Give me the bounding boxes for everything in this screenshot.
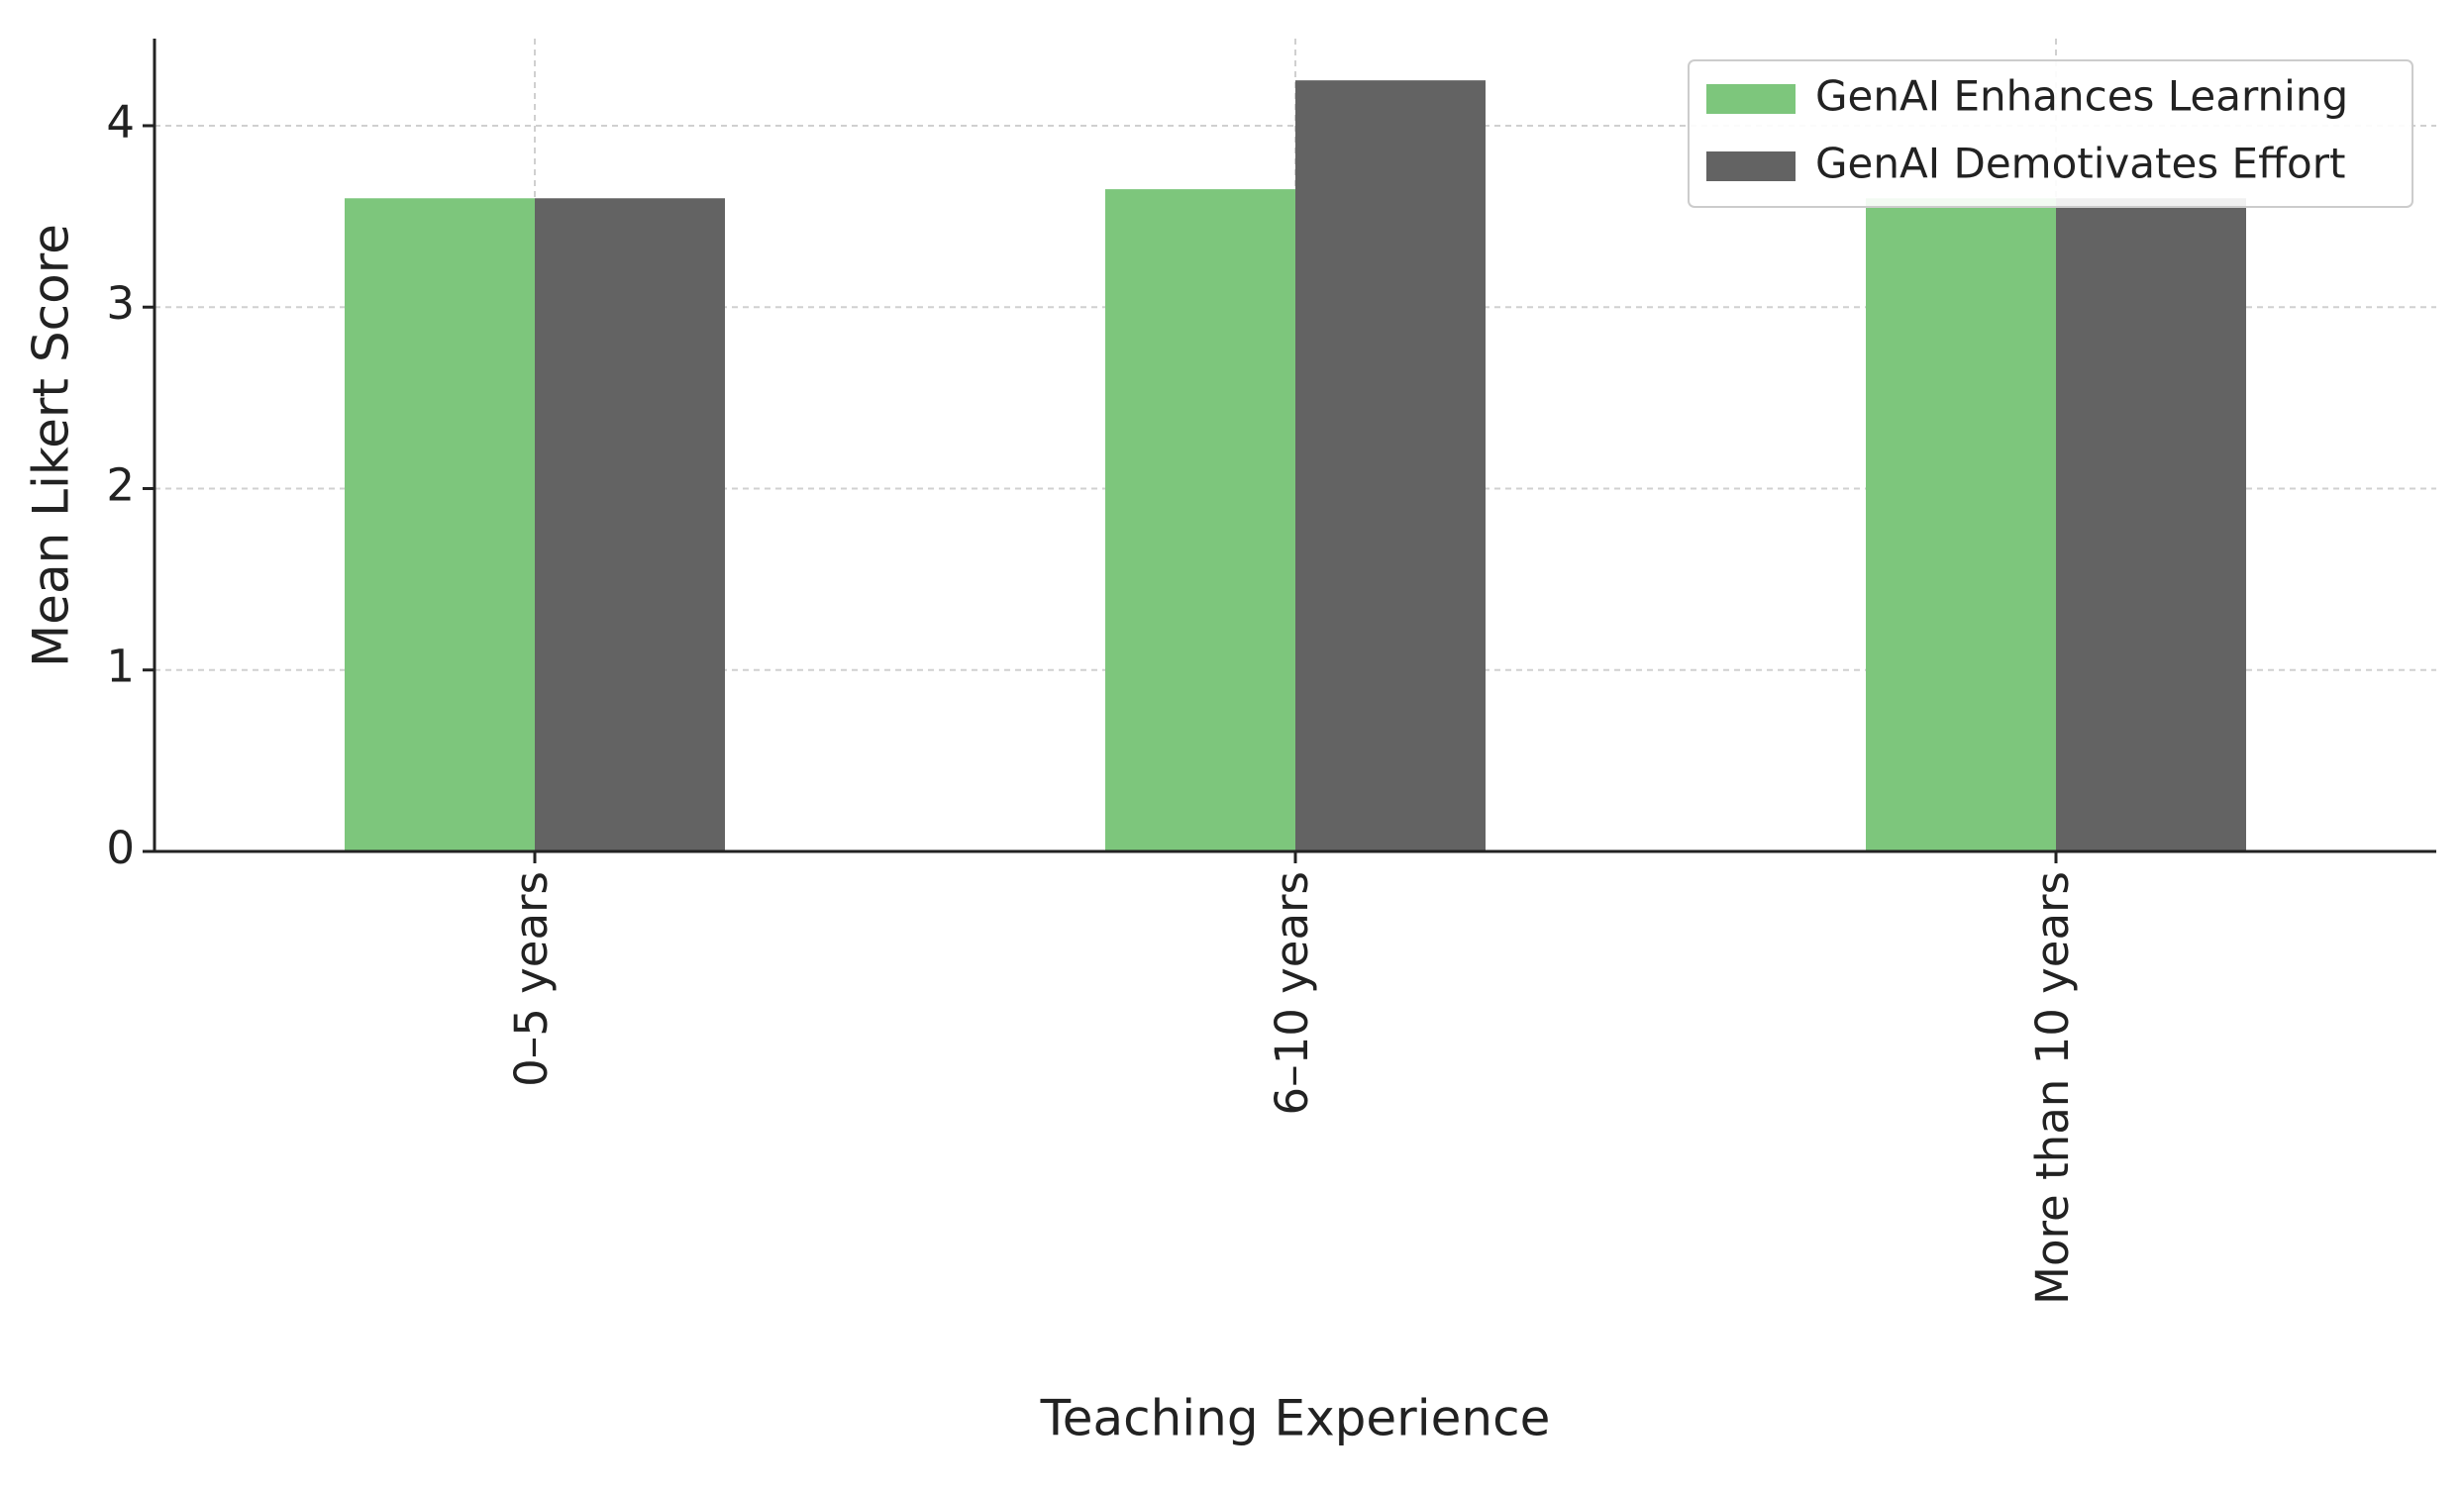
- bar: [345, 198, 535, 852]
- x-axis-label: Teaching Experience: [1040, 1390, 1551, 1447]
- y-axis-label: Mean Likert Score: [23, 224, 80, 667]
- bar: [1295, 80, 1486, 852]
- legend-label: GenAI Enhances Learning: [1815, 72, 2348, 121]
- x-tick-label: More than 10 years: [2026, 871, 2079, 1305]
- legend-swatch: [1706, 151, 1796, 181]
- legend-swatch: [1706, 84, 1796, 114]
- x-tick-label: 6–10 years: [1266, 871, 1318, 1116]
- y-tick-label: 1: [106, 641, 135, 693]
- y-tick-label: 2: [106, 458, 135, 511]
- y-tick-label: 4: [106, 96, 135, 149]
- bar: [535, 198, 725, 852]
- y-tick-label: 0: [106, 822, 135, 874]
- legend-box: [1688, 59, 2413, 208]
- y-tick-label: 3: [106, 277, 135, 330]
- legend-label: GenAI Demotivates Effort: [1815, 140, 2345, 188]
- bar: [2056, 198, 2246, 852]
- bar: [1866, 198, 2056, 852]
- bar: [1105, 189, 1295, 851]
- x-tick-label: 0–5 years: [505, 871, 558, 1087]
